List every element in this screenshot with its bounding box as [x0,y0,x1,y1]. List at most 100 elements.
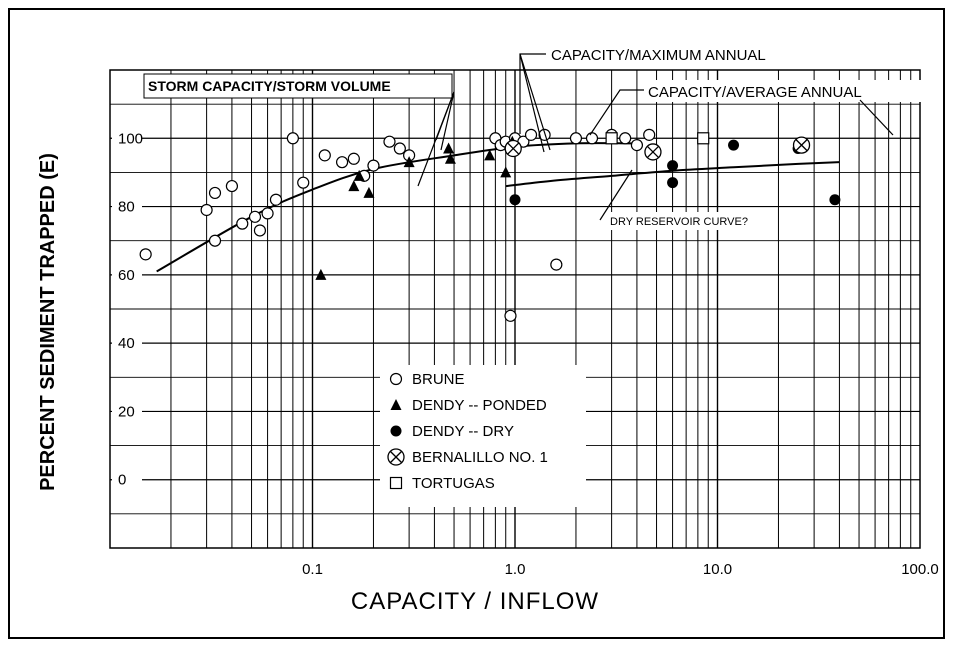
point-dendy-ponded [484,149,496,161]
point-dendy-ponded [500,166,512,178]
legend-box [380,365,586,507]
point-dendy-ponded [444,152,456,164]
point-brune [630,139,644,152]
point-dendy-ponded [315,268,327,280]
point-dendy-ponded [403,156,415,168]
maximum-annotation-box [546,43,816,65]
point-brune [261,207,274,220]
points-layer [139,128,841,322]
point-brune [248,210,262,223]
point-brune [550,258,563,271]
y-tick-label: 80 [118,199,135,216]
x-axis-label: CAPACITY / INFLOW [351,588,599,615]
average-pointer-bracket [589,89,644,136]
point-brune [225,179,239,193]
dry-annotation: DRY RESERVOIR CURVE? [599,169,768,230]
point-dendy-ponded [443,142,455,154]
maximum-annotation: CAPACITY/MAXIMUM ANNUAL [519,43,816,153]
y-tick-label: 100 [118,130,143,147]
point-bernalillo-no-1 [792,136,811,154]
point-bernalillo-no-1 [644,143,662,161]
legend-label-tortugas: TORTUGAS [412,475,495,492]
storm-annotation: STORM CAPACITY/STORM VOLUME [143,73,455,187]
legend-marker-bernalillo-no-1 [387,448,405,466]
y-tick-label-bg [112,129,142,148]
x-tick-label: 1.0 [505,561,526,578]
legend-marker-dendy-dry [390,425,402,437]
x-tick-label: 10.0 [703,561,732,578]
point-dendy-ponded [363,186,375,198]
point-brune [318,149,331,162]
y-tick-label-bg [112,402,142,421]
average-annotation: CAPACITY/AVERAGE ANNUAL [589,80,927,136]
maximum-pointer-1 [519,53,551,151]
legend-marker-brune [389,372,403,386]
legend-label-dendy-ponded: DENDY -- PONDED [412,397,547,414]
point-brune [538,128,551,141]
legend: BRUNE DENDY -- PONDED DENDY -- DRY BERNALIL… [380,365,586,507]
point-brune [139,248,152,261]
y-tick-label-bg [112,265,142,284]
point-dendy-dry [667,160,679,172]
point-brune [393,142,406,155]
point-brune [286,132,299,145]
x-tick-label: 0.1 [302,561,323,578]
legend-marker-bernalillo-no-1-stroke-b [390,451,402,463]
point-brune [347,152,360,165]
point-brune [619,132,632,145]
point-dendy-ponded [348,180,360,192]
point-dendy-ponded [353,169,365,181]
legend-label-dendy-dry: DENDY -- DRY [412,423,514,440]
point-brune [643,128,656,141]
plot-area-border [109,69,921,549]
point-bernalillo-no-1-stroke-b [795,139,808,152]
point-dendy-dry [509,194,521,206]
point-brune [383,135,396,148]
y-tick-label: 40 [118,335,135,352]
legend-marker-tortugas [389,476,403,490]
point-tortugas [605,132,618,145]
point-brune [585,132,599,145]
legend-label-bernalillo-no-1: BERNALILLO NO. 1 [412,449,548,466]
legend-label-brune: BRUNE [412,371,465,388]
point-dendy-dry [829,194,841,206]
point-brune [297,176,310,189]
point-bernalillo-no-1-stroke-b [507,142,520,155]
y-axis-label: PERCENT SEDIMENT TRAPPED (E) [37,153,59,491]
point-brune [200,203,213,217]
point-dendy-dry [667,177,679,189]
point-brune [236,217,249,230]
storm-annotation-box [143,73,453,99]
maximum-pointer-2 [519,53,545,153]
x-tick-label: 100.0 [901,561,939,578]
y-tick-label: 0 [118,472,126,489]
y-tick-label: 60 [118,267,135,284]
average-annotation-text: CAPACITY/AVERAGE ANNUAL [648,84,862,101]
point-brune [569,132,583,145]
point-brune [504,309,517,322]
y-tick-label: 20 [118,403,135,420]
y-tick-label-bg [112,197,142,216]
point-brune [335,156,349,169]
storm-annotation-text: STORM CAPACITY/STORM VOLUME [148,78,391,94]
maximum-annotation-text: CAPACITY/MAXIMUM ANNUAL [551,47,766,64]
dry-annotation-text: DRY RESERVOIR CURVE? [610,216,748,228]
dry-annotation-box [606,212,768,230]
legend-items: BRUNE DENDY -- PONDED DENDY -- DRY BERNALIL… [387,371,548,492]
point-brune [253,224,267,237]
point-brune [208,186,222,200]
storm-pointer-2 [435,91,455,141]
point-brune [367,159,380,172]
figure-frame: 0.1 1.0 10.0 100.0 0 20 40 60 80 100 CAPACITY / I… [8,8,945,639]
average-annotation-box [644,80,927,102]
point-dendy-dry [728,139,740,151]
sediment-trap-chart: 0.1 1.0 10.0 100.0 0 20 40 60 80 100 CAPACITY / I… [37,43,939,615]
legend-marker-dendy-ponded [390,399,402,410]
point-bernalillo-no-1 [504,139,522,158]
point-brune [208,234,222,247]
point-brune [269,193,283,206]
dry-pointer [599,169,633,221]
point-bernalillo-no-1-stroke-b [646,145,659,158]
tick-labels: 0.1 1.0 10.0 100.0 0 20 40 60 80 100 [112,129,939,578]
y-tick-label-bg [112,334,142,353]
